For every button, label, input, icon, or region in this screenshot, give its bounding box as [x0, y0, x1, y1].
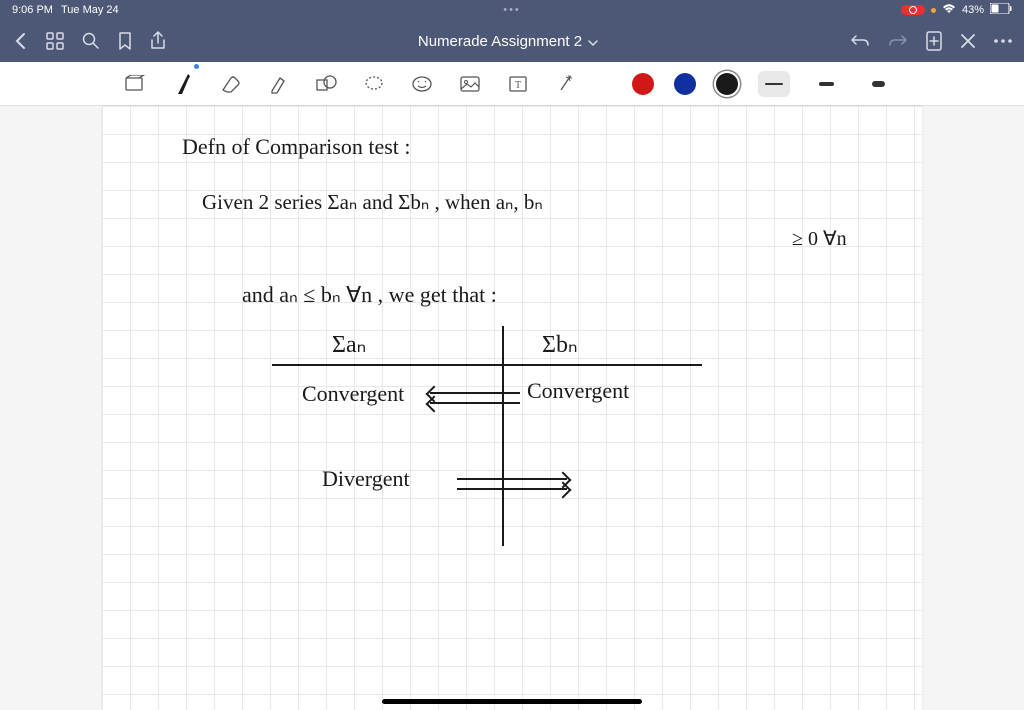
highlighter-tool-icon[interactable] [264, 70, 292, 98]
battery-icon [990, 3, 1012, 17]
arrow-left-1 [430, 392, 520, 394]
status-date: Tue May 24 [61, 4, 119, 16]
color-red[interactable] [632, 73, 654, 95]
status-right: 43% [901, 3, 1012, 17]
table-header-a: Σaₙ [332, 330, 366, 359]
more-icon[interactable] [994, 39, 1012, 43]
screen-record-indicator[interactable] [901, 5, 925, 15]
close-icon[interactable] [960, 33, 976, 49]
chevron-down-icon [588, 33, 598, 50]
lasso-tool-icon[interactable] [360, 70, 388, 98]
image-tool-icon[interactable] [456, 70, 484, 98]
home-indicator[interactable] [382, 699, 642, 704]
table-header-b: Σbₙ [542, 330, 578, 359]
record-icon [909, 6, 917, 14]
share-icon[interactable] [150, 31, 166, 51]
svg-text:T: T [515, 80, 521, 91]
document-title-button[interactable]: Numerade Assignment 2 [418, 33, 598, 50]
sticker-tool-icon[interactable] [408, 70, 436, 98]
redo-icon[interactable] [888, 33, 908, 49]
location-dot-icon [931, 8, 936, 13]
arrow-right-1 [457, 478, 567, 480]
table-r1-a: Convergent [302, 381, 404, 407]
table-vline [502, 326, 504, 546]
note-line2b: ≥ 0 ∀n [792, 226, 847, 251]
status-time: 9:06 PM [12, 4, 53, 16]
note-line3: and aₙ ≤ bₙ ∀n , we get that : [242, 282, 497, 308]
table-r1-b: Convergent [527, 378, 629, 404]
multitask-dots[interactable]: ••• [503, 4, 521, 16]
note-line1: Defn of Comparison test : [182, 134, 411, 160]
text-tool-icon[interactable]: T [504, 70, 532, 98]
document-title: Numerade Assignment 2 [418, 33, 582, 50]
table-r2-a: Divergent [322, 466, 410, 492]
shape-tool-icon[interactable] [312, 70, 340, 98]
bookmark-icon[interactable] [118, 32, 132, 50]
grid-icon[interactable] [46, 32, 64, 50]
note-line2: Given 2 series Σaₙ and Σbₙ , when aₙ, bₙ [202, 190, 543, 215]
laser-tool-icon[interactable] [552, 70, 580, 98]
search-icon[interactable] [82, 32, 100, 50]
eraser-tool-icon[interactable] [216, 70, 244, 98]
color-blue[interactable] [674, 73, 696, 95]
arrow-right-2 [457, 488, 567, 490]
status-left: 9:06 PM Tue May 24 [12, 4, 119, 16]
table-hline [272, 364, 702, 366]
pen-tool-icon[interactable] [168, 70, 196, 98]
canvas-area[interactable]: Defn of Comparison test : Given 2 series… [0, 106, 1024, 710]
view-mode-icon[interactable] [120, 70, 148, 98]
paper[interactable]: Defn of Comparison test : Given 2 series… [102, 106, 922, 710]
status-bar: 9:06 PM Tue May 24 ••• 43% [0, 0, 1024, 20]
arrow-left-2 [430, 402, 520, 404]
wifi-icon [942, 4, 956, 17]
add-page-icon[interactable] [926, 31, 942, 51]
color-black[interactable] [716, 73, 738, 95]
stroke-medium[interactable] [810, 71, 842, 97]
undo-icon[interactable] [850, 33, 870, 49]
stroke-thin[interactable] [758, 71, 790, 97]
nav-bar: Numerade Assignment 2 [0, 20, 1024, 62]
toolbar: T [0, 62, 1024, 106]
back-icon[interactable] [12, 32, 28, 50]
battery-percent: 43% [962, 4, 984, 16]
stroke-thick[interactable] [862, 71, 894, 97]
